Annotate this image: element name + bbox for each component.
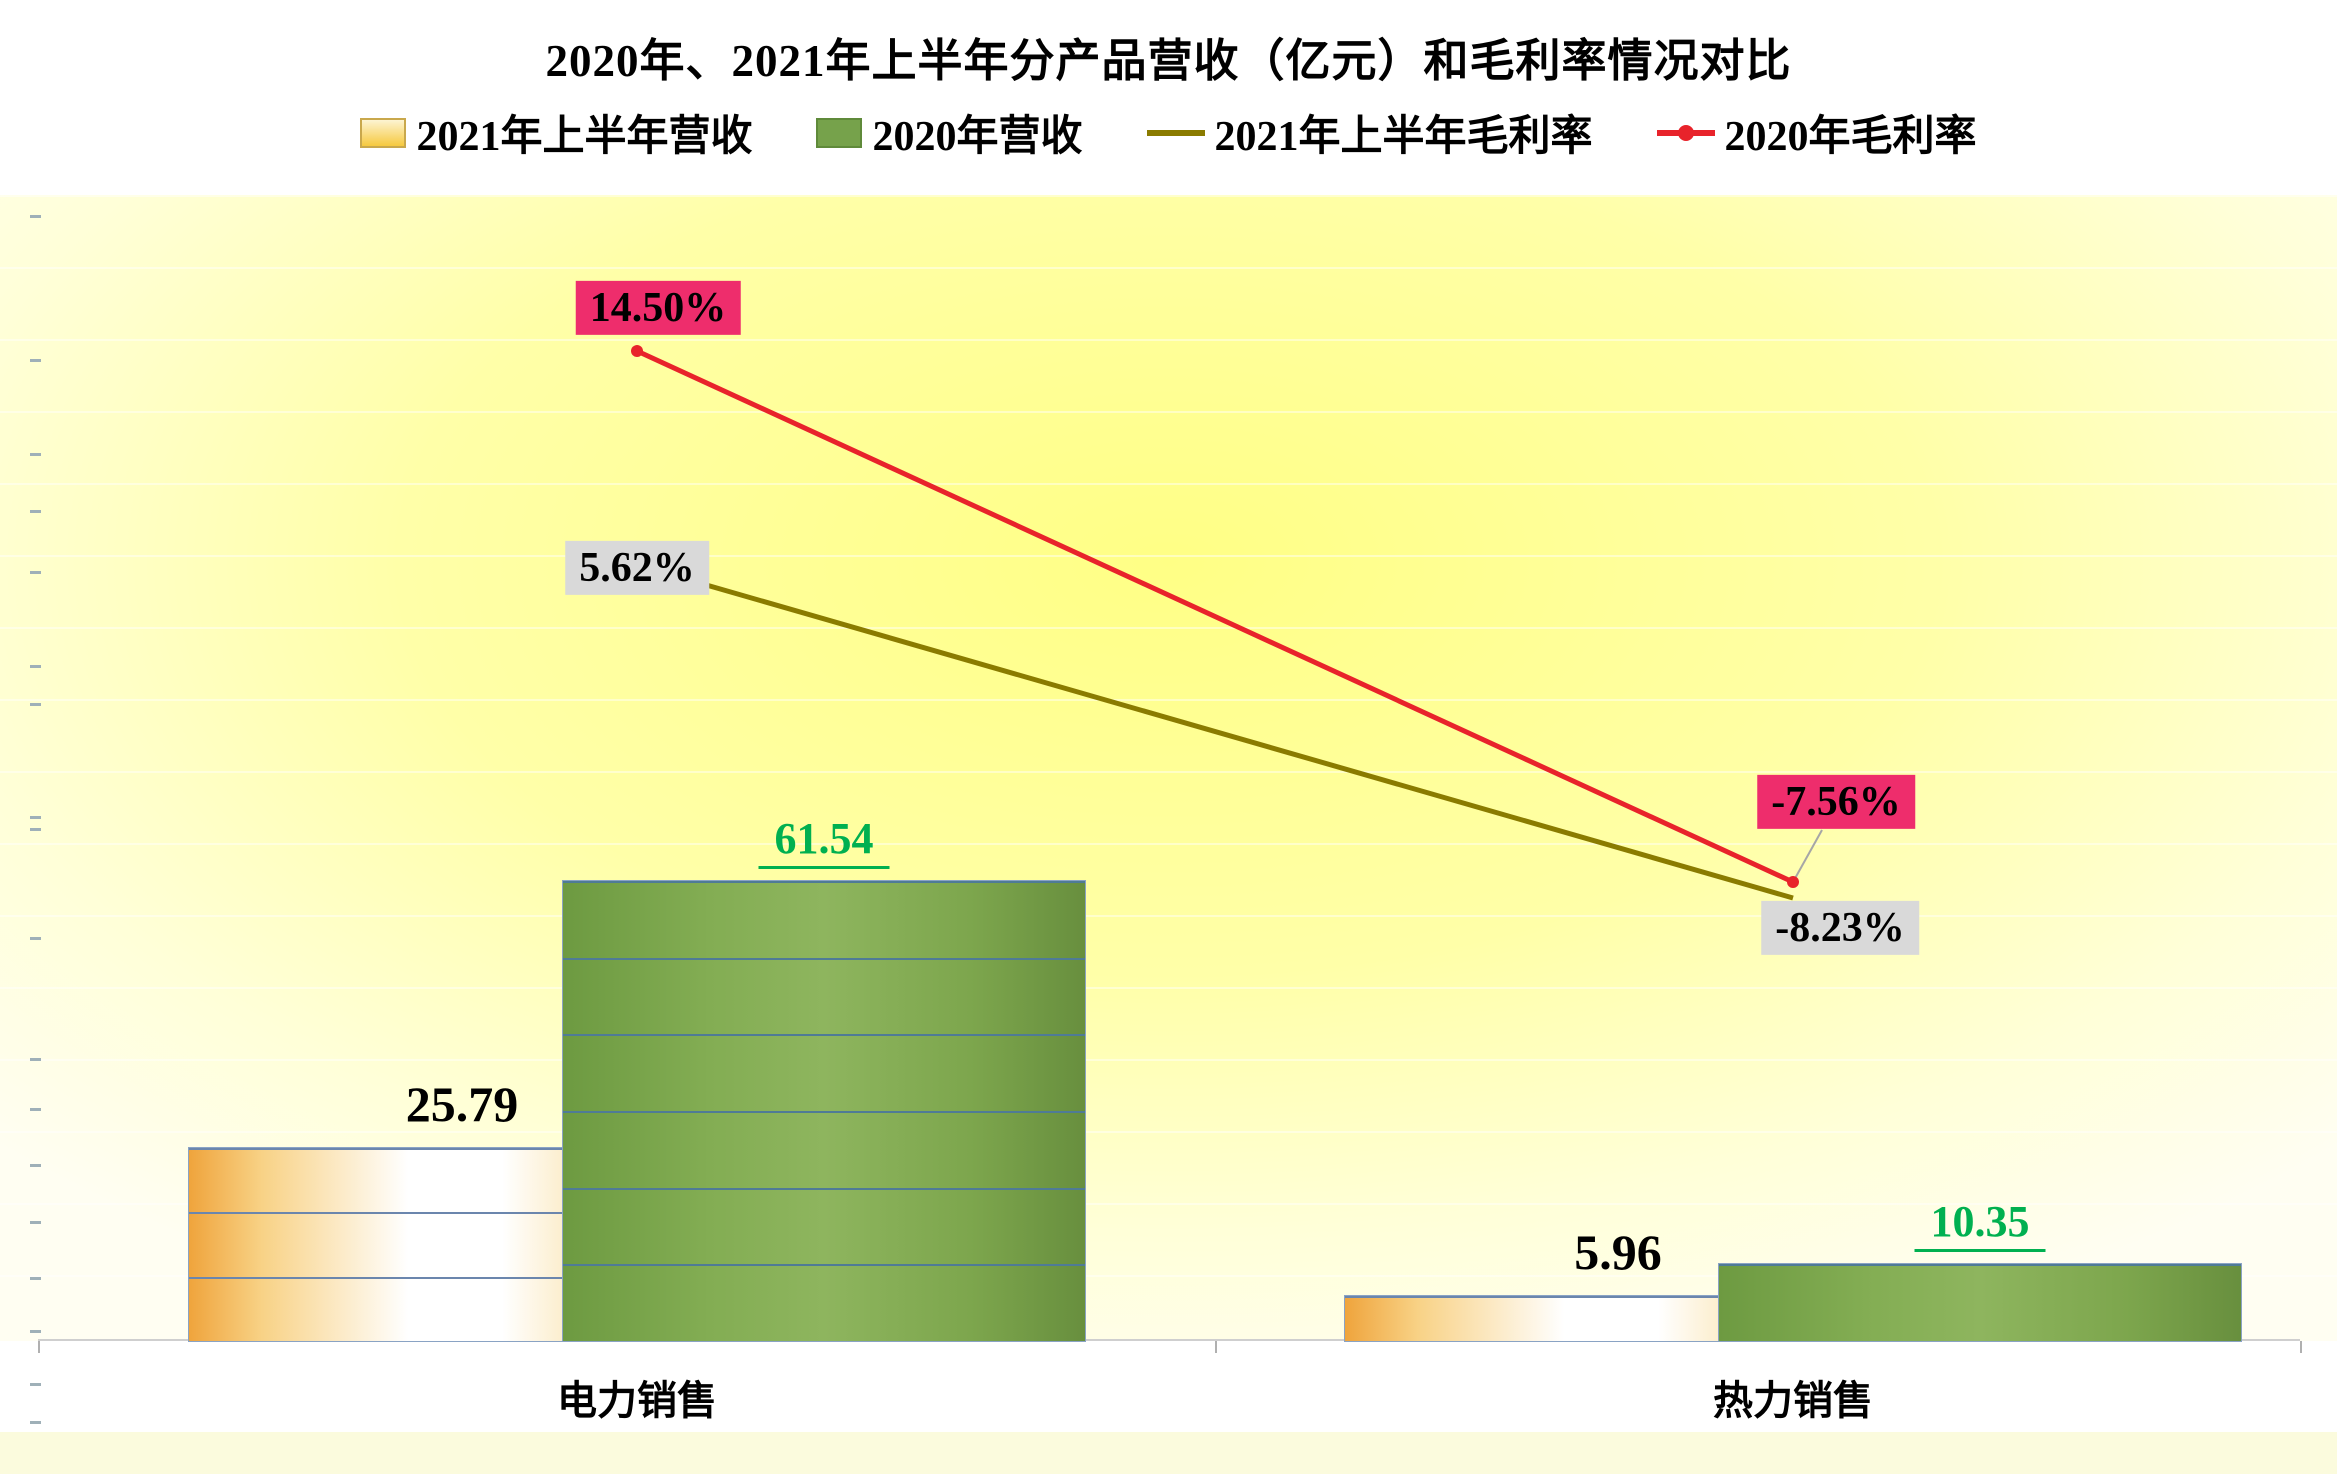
bar-slab (563, 1111, 1085, 1188)
x-axis-line (38, 1339, 2300, 1341)
x-axis-tick (1215, 1341, 1217, 1353)
y-axis-tick (30, 1421, 41, 1424)
marker-2020-margin-heat-sales (1787, 876, 1799, 888)
y-axis-tick (30, 828, 41, 831)
bar-slab (563, 1034, 1085, 1112)
olive-line-swatch-icon (1146, 129, 1205, 136)
bar-slab (563, 957, 1085, 1035)
y-axis-tick (30, 816, 41, 819)
green-bar-swatch-icon (816, 117, 863, 148)
y-axis-tick (30, 359, 41, 362)
legend-item-2021h1-revenue: 2021年上半年营收 (360, 102, 752, 163)
margin-label-2021h1-margin-heat-sales: -8.23% (1761, 900, 1919, 956)
yellow-bar-swatch-icon (360, 117, 407, 148)
x-axis-tick (38, 1341, 40, 1353)
y-axis-tick (30, 703, 41, 706)
legend-label-2020-margin: 2020年毛利率 (1724, 114, 1977, 160)
y-axis-tick (30, 1164, 41, 1167)
value-label-2021h1-revenue-electricity-sales: 25.79 (405, 1076, 519, 1132)
y-axis-tick (30, 1277, 41, 1280)
bottom-strip (0, 1432, 2337, 1474)
category-label-heat-sales: 热力销售 (1713, 1378, 1873, 1423)
y-axis-tick (30, 937, 41, 940)
legend-label-2021h1-margin: 2021年上半年毛利率 (1214, 114, 1593, 160)
y-axis-tick (30, 1383, 41, 1386)
bar-slab (563, 881, 1085, 958)
line-2020-margin (635, 348, 1795, 885)
line-2021h1-margin (636, 562, 1794, 901)
marker-2020-margin-electricity-sales (631, 345, 643, 357)
red-line-marker-swatch-icon (1656, 124, 1715, 141)
value-label-2020-revenue-electricity-sales: 61.54 (758, 813, 890, 869)
legend-label-2020-revenue: 2020年营收 (872, 114, 1083, 160)
bar-slab (563, 1264, 1085, 1342)
value-label-2020-revenue-heat-sales: 10.35 (1914, 1196, 2046, 1252)
margin-label-2020-margin-heat-sales: -7.56% (1757, 774, 1915, 830)
y-axis-tick (30, 1221, 41, 1224)
y-axis-tick (30, 571, 41, 574)
bar-slab (1719, 1264, 2241, 1341)
y-axis-tick (30, 453, 41, 456)
y-axis-tick (30, 1330, 41, 1333)
chart-title: 2020年、2021年上半年分产品营收（亿元）和毛利率情况对比 (545, 36, 1792, 86)
y-axis-tick (30, 510, 41, 513)
y-axis-tick (30, 215, 41, 218)
y-axis-tick (30, 665, 41, 668)
margin-label-2020-margin-electricity-sales: 14.50% (575, 280, 741, 336)
legend-label-2021h1-revenue: 2021年上半年营收 (416, 114, 753, 160)
legend-item-2021h1-margin: 2021年上半年毛利率 (1146, 102, 1593, 163)
category-label-electricity-sales: 电力销售 (557, 1378, 717, 1423)
bar-slab (563, 1187, 1085, 1265)
bar-2020-revenue-electricity-sales (562, 880, 1086, 1342)
legend-item-2020-revenue: 2020年营收 (816, 102, 1083, 163)
value-label-2021h1-revenue-heat-sales: 5.96 (1574, 1224, 1662, 1280)
y-axis-tick (30, 1058, 41, 1061)
x-axis-tick (2300, 1341, 2302, 1353)
y-axis-tick (30, 1108, 41, 1111)
label-leader-line (1792, 829, 1823, 883)
bar-2020-revenue-heat-sales (1718, 1263, 2242, 1342)
margin-label-2021h1-margin-electricity-sales: 5.62% (565, 540, 709, 596)
legend-item-2020-margin: 2020年毛利率 (1656, 102, 1977, 163)
legend: 2021年上半年营收 2020年营收 2021年上半年毛利率 2020年毛利率 (0, 102, 2337, 163)
